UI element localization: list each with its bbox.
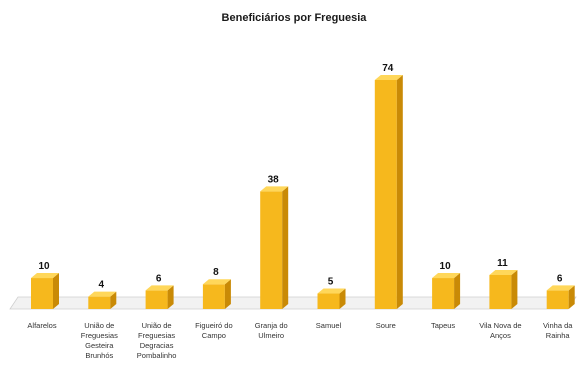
bar-side	[110, 291, 117, 309]
category-label: Soure	[376, 321, 396, 330]
data-label: 6	[156, 273, 162, 284]
value-labels-group: 10 4 6 8 38 5 74 10 11 6	[38, 63, 562, 291]
category-label: Vinha da Rainha	[543, 321, 573, 340]
bars-group	[31, 75, 575, 309]
category-label: Tapeus	[431, 321, 455, 330]
bar-top	[374, 75, 403, 80]
bar-5	[317, 288, 346, 309]
bar-side	[224, 279, 231, 309]
bar-top	[145, 285, 174, 291]
data-label: 10	[38, 261, 50, 272]
bar-front	[489, 274, 512, 309]
bar-6	[374, 75, 403, 309]
bar-side	[568, 285, 575, 309]
category-label: Samuel	[316, 321, 342, 330]
bar-front	[374, 80, 397, 309]
bar-top	[489, 269, 518, 275]
bar-top	[432, 273, 461, 279]
bar-4	[260, 186, 289, 309]
data-label: 5	[328, 277, 334, 288]
bar-top	[260, 186, 289, 192]
bar-top	[31, 273, 59, 279]
bar-0	[31, 273, 59, 309]
bar-front	[88, 296, 111, 309]
category-label: Granja do Ulmeiro	[255, 321, 288, 340]
bar-front	[202, 284, 225, 309]
bar-9	[546, 285, 575, 309]
bar-side	[339, 288, 346, 309]
bar-side	[282, 186, 289, 309]
bar-front	[546, 290, 569, 309]
chart-title: Beneficiários por Freguesia	[222, 12, 368, 24]
data-label: 74	[382, 63, 394, 74]
bar-7	[432, 273, 461, 309]
bar-side	[454, 273, 461, 309]
bar-2	[145, 285, 174, 309]
bar-3	[202, 279, 231, 309]
bar-front	[317, 293, 340, 309]
category-label: Alfarelos	[27, 321, 56, 330]
category-labels-group: Alfarelos União de Freguesias Gesteira Brunh…	[27, 321, 573, 360]
data-label: 6	[557, 273, 563, 284]
bar-top	[546, 285, 575, 291]
bar-side	[167, 285, 174, 309]
bar-front	[260, 191, 283, 309]
bar-top	[88, 291, 117, 297]
bar-front	[432, 278, 455, 309]
bar-side	[53, 273, 59, 309]
bar-front	[145, 290, 168, 309]
category-label: Figueiró do Campo	[195, 321, 233, 340]
bar-top	[317, 288, 346, 294]
bar-side	[511, 269, 518, 309]
data-label: 4	[99, 280, 105, 291]
category-label: Vila Nova de Anços	[479, 321, 521, 340]
category-label: União de Freguesias Degracias Pombalinho	[137, 321, 177, 360]
data-label: 8	[213, 267, 219, 278]
bar-front	[31, 278, 53, 309]
bar-8	[489, 269, 518, 309]
data-label: 38	[268, 174, 280, 185]
data-label: 11	[497, 258, 508, 269]
category-label: União de Freguesias Gesteira Brunhós	[81, 321, 118, 360]
bar-top	[202, 279, 231, 285]
data-label: 10	[440, 261, 452, 272]
bar-1	[88, 291, 117, 309]
bar-side	[396, 75, 403, 309]
